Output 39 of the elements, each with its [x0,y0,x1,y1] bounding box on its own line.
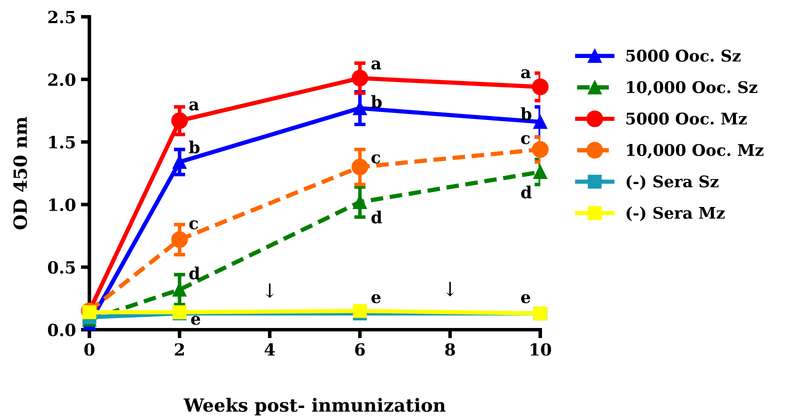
annotation: d [371,210,382,224]
annotation: d [521,186,532,198]
x-tick-label: 2 [174,343,184,356]
legend-label: 10,000 Ooc. Sz [627,81,758,96]
x-tick-label: 8 [445,343,455,356]
annotation: b [520,107,532,120]
point [352,304,367,318]
annotation: d [189,266,200,280]
annotation: e [521,294,530,304]
annotation: e [191,316,200,325]
y-axis-title: OD 450 nm [13,116,28,230]
annotation: b [371,95,382,108]
y-tick-label: 0.0 [48,324,76,336]
x-tick-label: 0 [84,343,94,356]
y-tick-label: 2.5 [48,10,75,24]
legend-label: (-) Sera Sz [626,175,718,190]
annotation: c [189,220,198,230]
x-tick-label: 10 [530,343,552,356]
annotation: c [521,135,530,144]
y-tick-label: 1.5 [49,136,75,149]
legend-label: 5000 Ooc. Mz [626,112,747,125]
x-axis-title: Weeks post- inmunization [184,398,446,416]
x-tick-label: 6 [355,343,365,356]
x-tick-label: 4 [264,343,275,356]
annotation: a [189,101,199,111]
annotation: a [521,69,531,78]
y-tick-label: 2.0 [48,73,76,86]
annotation: ↓ [446,282,454,296]
point [82,305,96,320]
annotation: e [371,294,381,304]
y-tick-label: 0.5 [48,261,75,274]
annotation: a [371,60,382,70]
legend-label: 5000 Ooc. Sz [626,50,741,62]
legend-label: 10,000 Ooc. Mz [627,144,764,158]
annotation: b [188,140,200,154]
y-tick-label: 1.0 [49,198,76,212]
annotation: c [371,154,380,164]
legend-label: (-) Sera Mz [626,206,725,222]
annotation: ↓ [266,283,274,298]
